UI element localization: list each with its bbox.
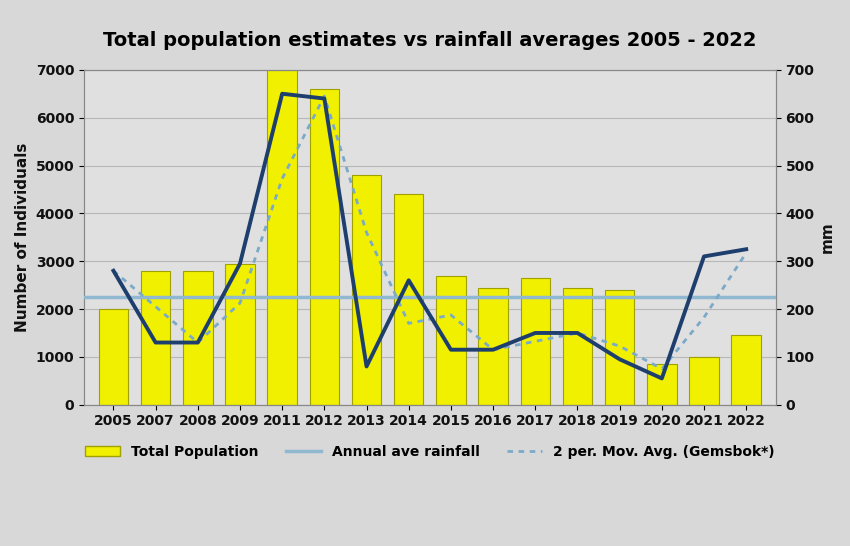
- Bar: [436, 276, 466, 405]
- Bar: [732, 335, 761, 405]
- Bar: [689, 357, 719, 405]
- Bar: [225, 264, 255, 405]
- Bar: [309, 89, 339, 405]
- Bar: [99, 309, 128, 405]
- Bar: [352, 175, 382, 405]
- Bar: [268, 70, 297, 405]
- Legend: Total Population, Annual ave rainfall, 2 per. Mov. Avg. (Gemsbok*): Total Population, Annual ave rainfall, 2…: [79, 440, 780, 465]
- Y-axis label: Number of Individuals: Number of Individuals: [15, 143, 30, 332]
- Bar: [520, 278, 550, 405]
- Y-axis label: mm: mm: [820, 221, 835, 253]
- Text: Total population estimates vs rainfall averages 2005 - 2022: Total population estimates vs rainfall a…: [103, 31, 756, 50]
- Bar: [394, 194, 423, 405]
- Bar: [647, 364, 677, 405]
- Bar: [141, 271, 170, 405]
- Bar: [563, 288, 592, 405]
- Bar: [183, 271, 212, 405]
- Bar: [479, 288, 507, 405]
- Bar: [605, 290, 634, 405]
